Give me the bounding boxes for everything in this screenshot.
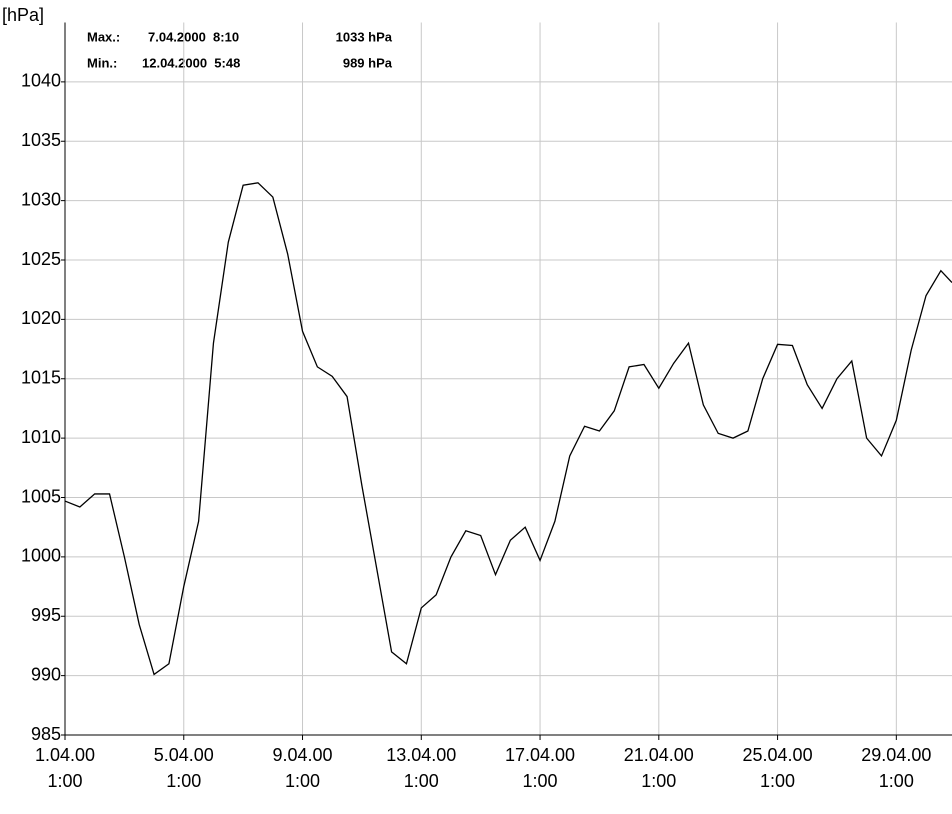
y-tick-label: 995 — [31, 605, 61, 625]
x-tick-label: 1.04.00 1:00 — [34, 745, 96, 791]
y-tick-label: 1020 — [21, 308, 61, 328]
min-date: 12.04.2000 5:48 — [142, 55, 240, 70]
y-tick-label: 985 — [31, 724, 61, 744]
y-tick-label: 1025 — [21, 249, 61, 269]
x-tick-label: 13.04.00 1:00 — [386, 745, 457, 791]
max-date: 7.04.2000 8:10 — [148, 29, 239, 44]
y-tick-label: 1010 — [21, 427, 61, 447]
x-tick-label: 25.04.00 1:00 — [742, 745, 813, 791]
x-tick-label: 21.04.00 1:00 — [623, 745, 694, 791]
y-tick-label: 1005 — [21, 486, 61, 506]
max-value: 1033 hPa — [336, 29, 393, 44]
y-tick-label: 1035 — [21, 130, 61, 150]
y-tick-label: 990 — [31, 664, 61, 684]
min-label: Min.: — [87, 55, 117, 70]
x-tick-label: 17.04.00 1:00 — [504, 745, 576, 791]
y-tick-label: 1000 — [21, 546, 61, 566]
x-tick-label: 9.04.00 1:00 — [272, 745, 333, 791]
y-tick-label: 1030 — [21, 189, 61, 209]
pressure-line — [64, 182, 952, 676]
x-tick-label: 5.04.00 1:00 — [153, 745, 214, 791]
max-label: Max.: — [87, 29, 120, 44]
x-tick-label: 29.04.00 1:00 — [861, 745, 932, 791]
y-tick-label: 1015 — [21, 368, 61, 388]
min-value: 989 hPa — [343, 55, 393, 70]
y-axis-label: [hPa] — [2, 5, 44, 25]
y-tick-label: 1040 — [21, 71, 61, 91]
